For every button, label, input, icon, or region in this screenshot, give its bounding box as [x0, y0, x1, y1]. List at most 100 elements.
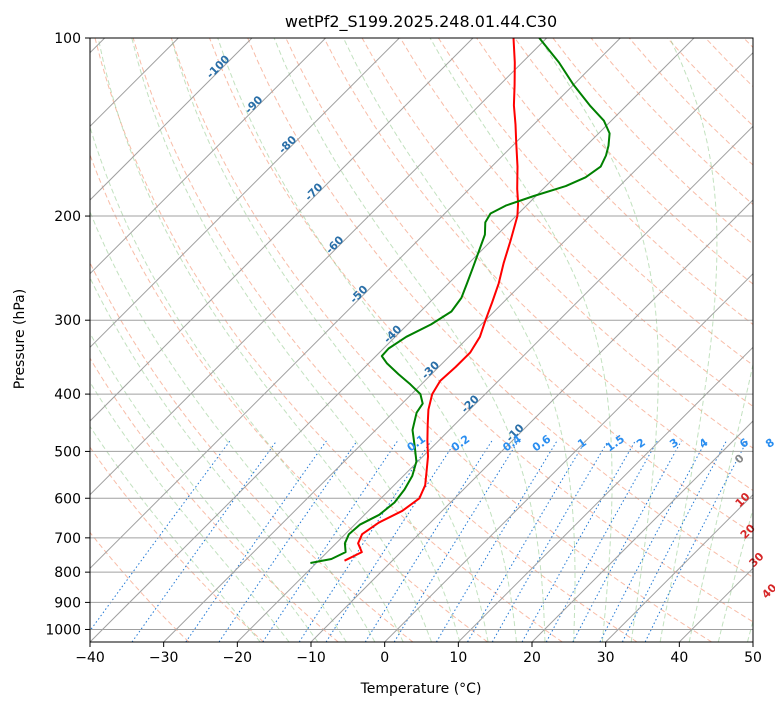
dry-adiabat	[590, 38, 753, 206]
dry-adiabat	[209, 38, 753, 623]
mixing-ratio-line	[262, 440, 399, 642]
x-tick-label: 30	[597, 650, 615, 666]
dry-adiabat	[552, 38, 753, 245]
isotherm	[678, 567, 753, 642]
moist-adiabat	[747, 619, 753, 642]
moist-adiabat	[90, 276, 347, 642]
series-layer	[310, 38, 611, 564]
temperature-line	[344, 38, 520, 562]
mixing-ratio-line	[572, 440, 682, 642]
moist-adiabat	[90, 125, 404, 642]
x-tick-label: −30	[149, 650, 179, 666]
moist-adiabat	[717, 507, 753, 642]
isotherm-label: -30	[419, 358, 442, 381]
isotherm	[90, 38, 253, 201]
isotherm-label: -60	[323, 233, 346, 256]
isotherm	[90, 38, 474, 422]
isotherm	[90, 38, 695, 642]
dry-adiabat	[437, 38, 753, 366]
moist-adiabat	[90, 381, 290, 642]
moist-adiabat-label: 10	[733, 490, 753, 510]
mixing-ratio-label: 8	[763, 436, 775, 451]
isotherm	[90, 38, 621, 570]
mixing-ratio-line	[467, 440, 586, 642]
x-tick-label: −40	[75, 650, 105, 666]
mixing-ratio-label: 3	[667, 436, 681, 451]
x-tick-label: 50	[744, 650, 762, 666]
isotherm-label: -50	[347, 283, 370, 306]
mixing-ratio-line	[90, 440, 231, 632]
moist-adiabat	[273, 38, 546, 642]
y-tick-label: 500	[54, 444, 81, 460]
dry-adiabat	[90, 531, 190, 642]
x-tick-label: −10	[296, 650, 326, 666]
mixing-ratio-label: 2	[634, 436, 648, 451]
isotherm-label: -90	[242, 93, 265, 116]
background-grid	[90, 38, 753, 642]
isotherm	[163, 51, 753, 642]
isotherm	[90, 38, 548, 496]
moist-adiabat	[97, 38, 432, 642]
y-tick-label: 200	[54, 209, 81, 225]
moist-adiabat	[217, 38, 517, 642]
dry-adiabat	[476, 38, 753, 326]
mixing-ratio-line	[435, 440, 558, 642]
isotherm	[384, 272, 753, 642]
moist-adiabat	[170, 38, 489, 642]
dry-adiabat	[399, 38, 753, 408]
mixing-ratio-line	[521, 440, 636, 642]
isotherm	[90, 38, 327, 275]
mixing-ratio-label: 1	[575, 436, 589, 451]
moist-adiabat	[659, 38, 718, 642]
moist-adiabat	[90, 425, 261, 642]
moist-adiabat	[539, 38, 659, 642]
isotherm-label: -40	[381, 322, 404, 345]
isotherm	[531, 420, 753, 642]
mixing-ratio-line	[364, 440, 493, 642]
moist-adiabat	[342, 38, 576, 642]
dry-adiabat	[132, 38, 638, 642]
x-tick-label: 10	[449, 650, 467, 666]
chart-title: wetPf2_S199.2025.248.01.44.C30	[285, 12, 557, 32]
isotherm	[90, 38, 400, 349]
plot-frame	[89, 37, 754, 643]
y-tick-label: 100	[54, 31, 81, 47]
y-tick-label: 800	[54, 565, 81, 581]
x-tick-label: 20	[523, 650, 541, 666]
dry-adiabat	[247, 38, 753, 578]
x-tick-label: −20	[223, 650, 253, 666]
mixing-ratio-line	[545, 440, 658, 642]
mixing-ratio-line	[621, 440, 727, 642]
dry-adiabat	[170, 38, 712, 642]
moist-adiabat-label: 40	[759, 581, 775, 601]
isotherm-label: -80	[276, 133, 299, 156]
dry-adiabat	[90, 446, 264, 642]
x-tick-label: 0	[380, 650, 389, 666]
axes: −40 −30 −20 −10 0 10 20 30 40 5010020030040050060…	[45, 31, 762, 666]
y-tick-label: 1000	[45, 622, 81, 638]
x-axis-label: Temperature (°C)	[360, 681, 482, 697]
dry-adiabat	[705, 38, 753, 88]
moist-adiabat-label: 20	[738, 521, 758, 541]
y-tick-label: 300	[54, 313, 81, 329]
dry-adiabat	[514, 38, 753, 285]
dry-adiabat	[90, 357, 339, 642]
dewpoint-line	[310, 38, 611, 564]
moist-adiabat	[131, 38, 461, 642]
mixing-ratio-line	[325, 440, 457, 642]
moist-adiabat-label: 0	[732, 451, 747, 466]
y-tick-label: 400	[54, 387, 81, 403]
y-tick-label: 900	[54, 595, 81, 611]
isotherm	[457, 346, 753, 642]
moist-adiabat	[688, 362, 753, 642]
mixing-ratio-line	[644, 440, 748, 642]
isotherm-label: -20	[459, 392, 482, 415]
isotherm	[310, 199, 753, 642]
isotherm	[605, 493, 753, 642]
y-tick-label: 600	[54, 491, 81, 507]
y-tick-label: 700	[54, 531, 81, 547]
mixing-ratio-line	[298, 440, 432, 642]
moist-adiabat	[429, 38, 613, 642]
mixing-ratio-label: 6	[737, 436, 751, 451]
mixing-ratio-label: 4	[697, 436, 711, 451]
